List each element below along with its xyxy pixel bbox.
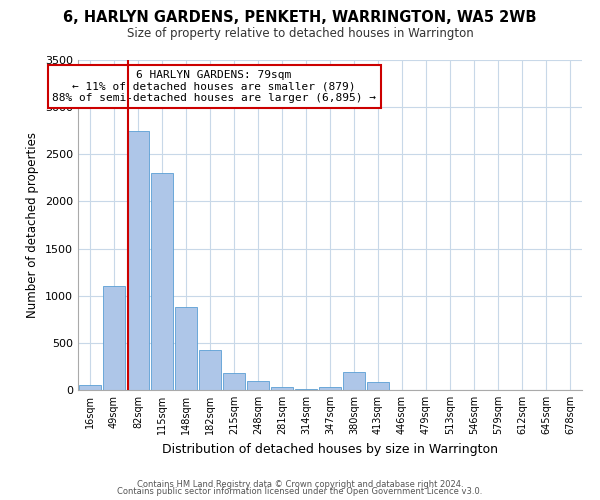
Bar (151, 173, 173, 390)
Bar (367, 382, 389, 390)
Y-axis label: Number of detached properties: Number of detached properties (26, 132, 40, 318)
Bar (199, 350, 221, 390)
Text: Size of property relative to detached houses in Warrington: Size of property relative to detached ho… (127, 28, 473, 40)
Text: 6, HARLYN GARDENS, PENKETH, WARRINGTON, WA5 2WB: 6, HARLYN GARDENS, PENKETH, WARRINGTON, … (63, 10, 537, 25)
Text: 6 HARLYN GARDENS: 79sqm
← 11% of detached houses are smaller (879)
88% of semi-d: 6 HARLYN GARDENS: 79sqm ← 11% of detache… (52, 70, 376, 103)
Bar (271, 386, 293, 390)
Bar (319, 387, 341, 390)
X-axis label: Distribution of detached houses by size in Warrington: Distribution of detached houses by size … (162, 442, 498, 456)
Bar (79, 386, 101, 390)
Text: Contains HM Land Registry data © Crown copyright and database right 2024.: Contains HM Land Registry data © Crown c… (137, 480, 463, 489)
Bar (127, 130, 149, 390)
Bar (223, 372, 245, 390)
Bar (247, 381, 269, 390)
Bar (175, 307, 197, 390)
Text: Contains public sector information licensed under the Open Government Licence v3: Contains public sector information licen… (118, 487, 482, 496)
Bar (295, 388, 317, 390)
Bar (343, 372, 365, 390)
Bar (103, 286, 125, 390)
